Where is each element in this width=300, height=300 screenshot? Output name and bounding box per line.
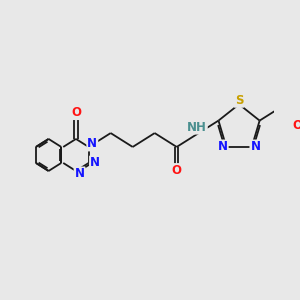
Text: N: N <box>75 167 85 180</box>
Text: N: N <box>250 140 260 154</box>
Text: O: O <box>292 119 300 132</box>
Text: O: O <box>172 164 182 177</box>
Text: N: N <box>90 157 100 169</box>
Text: S: S <box>235 94 243 107</box>
Text: NH: NH <box>187 121 207 134</box>
Text: O: O <box>71 106 81 119</box>
Text: N: N <box>87 137 97 151</box>
Text: N: N <box>218 140 228 154</box>
